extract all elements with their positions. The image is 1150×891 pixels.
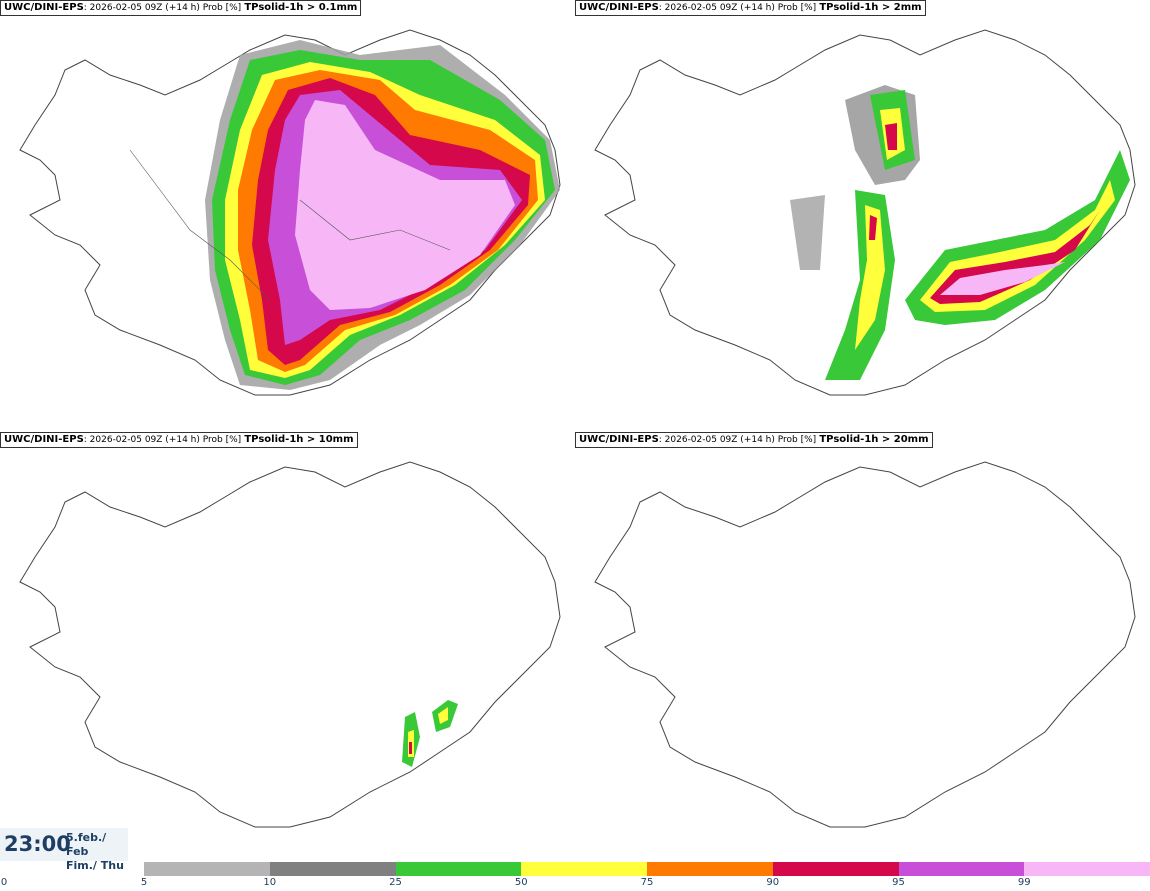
panel-title: UWC/DINI-EPS: 2026-02-05 09Z (+14 h) Pro…	[0, 432, 358, 448]
colorbar-tick-label: 5	[140, 877, 148, 888]
map-panel-20mm: UWC/DINI-EPS: 2026-02-05 09Z (+14 h) Pro…	[575, 432, 1150, 864]
map-panel-0.1mm: UWC/DINI-EPS: 2026-02-05 09Z (+14 h) Pro…	[0, 0, 575, 432]
iceland-coastline	[19, 461, 561, 828]
panel-title: UWC/DINI-EPS: 2026-02-05 09Z (+14 h) Pro…	[575, 0, 926, 16]
probability-colorbar	[144, 862, 1150, 876]
colorbar-tick-label: 10	[263, 877, 277, 888]
colorbar-tick-label: 50	[514, 877, 528, 888]
colorbar-segment	[521, 862, 647, 876]
valid-time-date: 5.feb./ Feb Fim./ Thu	[66, 831, 128, 873]
colorbar-tick-label: 0	[0, 877, 8, 888]
panel-title: UWC/DINI-EPS: 2026-02-05 09Z (+14 h) Pro…	[0, 0, 362, 16]
colorbar-segment	[772, 862, 899, 876]
iceland-coastline	[19, 29, 561, 396]
colorbar-segment	[395, 862, 522, 876]
map-panel-10mm: UWC/DINI-EPS: 2026-02-05 09Z (+14 h) Pro…	[0, 432, 575, 864]
valid-time-box: 23:00 5.feb./ Feb Fim./ Thu	[0, 828, 128, 872]
map-panel-2mm: UWC/DINI-EPS: 2026-02-05 09Z (+14 h) Pro…	[575, 0, 1150, 432]
colorbar-segment	[898, 862, 1025, 876]
map-canvas	[19, 461, 561, 828]
colorbar-tick-label: 75	[640, 877, 654, 888]
valid-time-clock: 23:00	[4, 832, 71, 856]
colorbar-tick-label: 99	[1017, 877, 1031, 888]
date-line-1: 5.feb./ Feb	[66, 831, 107, 858]
panel-title: UWC/DINI-EPS: 2026-02-05 09Z (+14 h) Pro…	[575, 432, 933, 448]
colorbar-tick-label: 25	[389, 877, 402, 888]
iceland-coastline	[594, 29, 1136, 396]
date-line-2: Fim./ Thu	[66, 859, 124, 872]
colorbar-segment	[1024, 862, 1150, 876]
map-canvas	[19, 29, 561, 396]
map-canvas	[594, 461, 1136, 828]
colorbar-tick-label: 90	[766, 877, 780, 888]
map-canvas	[594, 29, 1136, 396]
colorbar-segment	[144, 862, 270, 876]
colorbar-segment	[269, 862, 396, 876]
iceland-coastline	[594, 461, 1136, 828]
colorbar-tick-label: 95	[892, 877, 905, 888]
colorbar-segment	[647, 862, 773, 876]
